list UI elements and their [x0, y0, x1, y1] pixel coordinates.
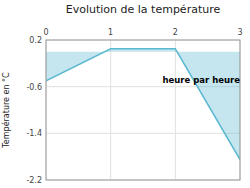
area: [46, 49, 240, 160]
x-tick-label: 1: [108, 28, 113, 37]
y-tick-label: 0.2: [29, 36, 42, 45]
y-tick-label: -2.2: [26, 176, 42, 185]
x-tick-label: 0: [43, 28, 48, 37]
x-grid-line: [175, 40, 176, 180]
x-tick-label: 3: [237, 28, 242, 37]
grid: [46, 40, 240, 180]
y-grid-line: [46, 133, 240, 134]
data-group: [46, 49, 240, 160]
title: Evolution de la température: [66, 3, 221, 16]
annotation: heure par heure: [162, 75, 240, 85]
x-grid-line: [110, 40, 111, 180]
y-axis-label: Température en °C: [1, 72, 11, 149]
plot-frame: [46, 40, 240, 180]
chart-container: Evolution de la température 0.2 -0.6 -1.4 -2…: [0, 0, 250, 188]
line: [46, 49, 240, 160]
y-tick-label: -1.4: [26, 129, 42, 138]
y-tick-label: -0.6: [26, 83, 42, 92]
x-tick-label: 2: [173, 28, 178, 37]
chart-svg: Evolution de la température 0.2 -0.6 -1.4 -2…: [0, 0, 250, 188]
